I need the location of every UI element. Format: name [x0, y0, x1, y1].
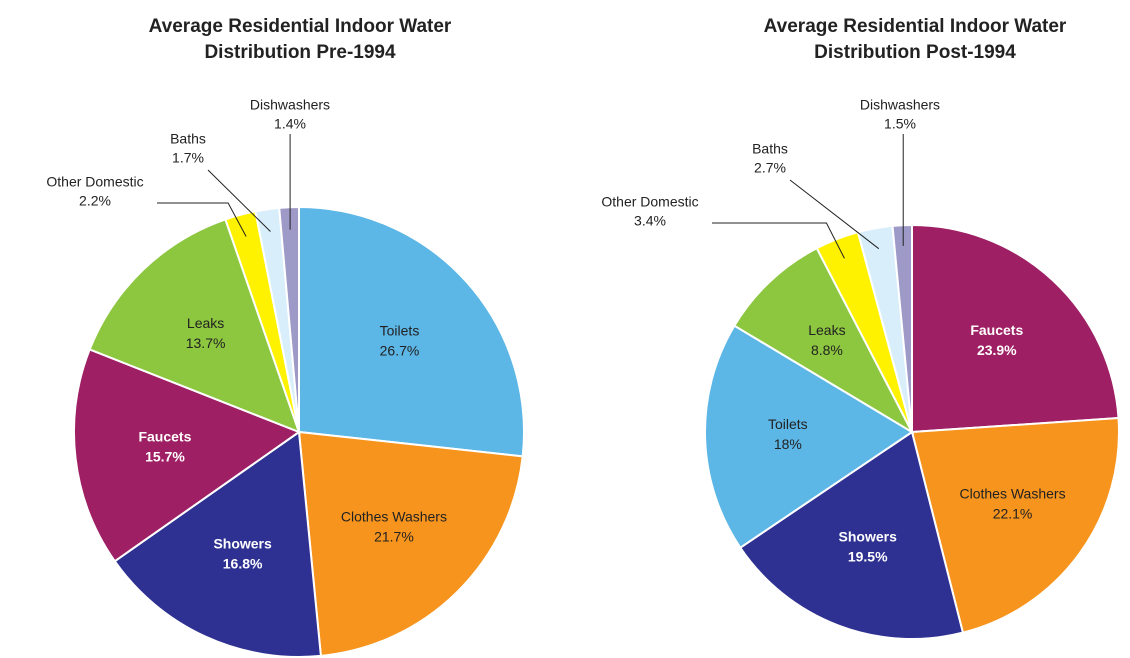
- slice-label: Baths: [170, 131, 206, 147]
- slice-label: Clothes Washers: [960, 486, 1066, 502]
- pie-slice: [113, 430, 322, 658]
- slice-label: Showers: [839, 529, 898, 545]
- value-label: 2.2%: [79, 193, 111, 209]
- value-label: 18%: [774, 436, 802, 452]
- leader-line: [789, 179, 880, 250]
- slice-label: Clothes Washers: [341, 509, 447, 525]
- value-label: 1.5%: [884, 116, 916, 132]
- value-label: 13.7%: [186, 335, 226, 351]
- leader-line: [207, 169, 271, 232]
- pie-slice: [298, 205, 525, 458]
- pie-slice: [88, 218, 301, 434]
- slice-label: Dishwashers: [250, 97, 330, 113]
- value-label: 26.7%: [380, 343, 420, 359]
- value-label: 15.7%: [145, 449, 185, 465]
- pie-slice: [73, 348, 302, 563]
- pie-slice: [278, 205, 300, 433]
- leader-line: [712, 222, 845, 259]
- leader-line: [157, 202, 247, 237]
- slice-label: Other Domestic: [601, 194, 698, 210]
- value-label: 2.7%: [754, 160, 786, 176]
- pie-slice: [738, 430, 965, 640]
- pie-slice: [910, 416, 1120, 634]
- chart-title: Average Residential Indoor Water Distrib…: [148, 16, 452, 63]
- slice-label: Other Domestic: [46, 174, 143, 190]
- pie-slice: [911, 223, 1120, 434]
- value-label: 1.4%: [274, 116, 306, 132]
- value-label: 1.7%: [172, 150, 204, 166]
- value-label: 8.8%: [811, 342, 843, 358]
- slice-label: Faucets: [970, 322, 1023, 338]
- slice-label: Leaks: [808, 322, 845, 338]
- value-label: 22.1%: [993, 506, 1033, 522]
- value-label: 16.8%: [223, 555, 263, 571]
- slice-label: Showers: [213, 535, 272, 551]
- value-label: 21.7%: [374, 529, 414, 545]
- value-label: 3.4%: [634, 213, 666, 229]
- slice-label: Toilets: [768, 416, 808, 432]
- value-label: 23.9%: [977, 342, 1017, 358]
- pie-slice: [297, 430, 524, 658]
- slice-label: Faucets: [138, 429, 191, 445]
- pie-slice: [733, 246, 915, 435]
- chart-title: Average Residential Indoor Water Distrib…: [763, 16, 1067, 63]
- slice-label: Leaks: [187, 315, 224, 331]
- value-label: 19.5%: [848, 549, 888, 565]
- pie-slice: [891, 223, 913, 433]
- slice-label: Baths: [752, 141, 788, 157]
- slice-label: Dishwashers: [860, 97, 940, 113]
- slice-label: Toilets: [380, 323, 420, 339]
- pie-slice: [704, 324, 914, 550]
